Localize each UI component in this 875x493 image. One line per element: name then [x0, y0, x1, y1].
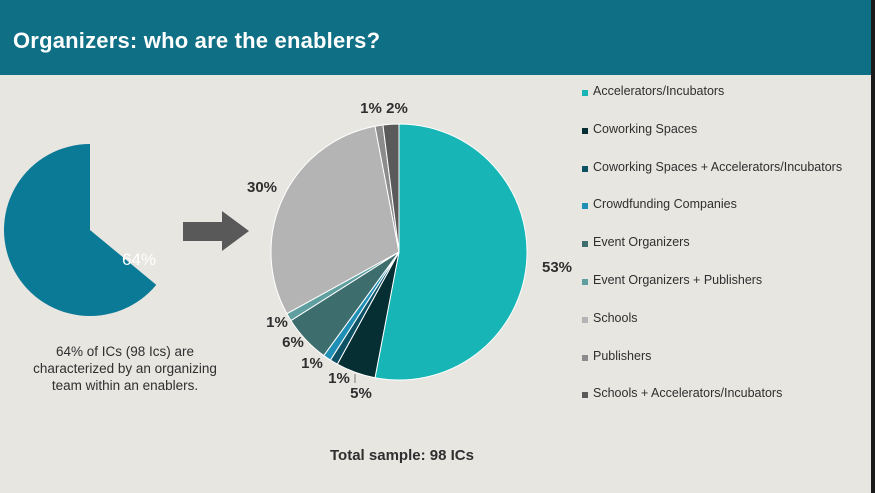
legend-label: Schools [593, 310, 638, 325]
legend-swatch [582, 90, 588, 96]
right-arrow-icon [183, 211, 249, 251]
pie-data-label: 1% [328, 370, 350, 387]
caption-line: characterized by an organizing [33, 361, 217, 376]
caption-line: team within an enablers. [51, 378, 199, 393]
legend-label: Event Organizers + Publishers [593, 273, 763, 287]
pie-slice [374, 123, 528, 381]
legend-swatch [582, 241, 588, 248]
pie-data-label: 30% [247, 179, 277, 196]
total-sample: Total sample: 98 ICs [330, 447, 474, 464]
pie-data-label: 6% [282, 334, 304, 351]
legend-label: Coworking Spaces + Accelerators/Incubato… [593, 159, 843, 174]
legend-swatch [582, 392, 588, 399]
pie-slice [270, 125, 400, 315]
main-pie-labels: 53%5%1%1%6%1%30%1% 2% [247, 100, 572, 402]
caption-line: 64% of ICs (98 Ics) are [55, 344, 195, 359]
legend-swatch [582, 279, 588, 285]
pie-data-label: 1% [301, 355, 323, 372]
legend-label: Crowdfunding Companies [593, 197, 737, 212]
legend-label: Coworking Spaces [593, 121, 698, 136]
left-pie-slice [3, 144, 157, 316]
pie-data-label: 1% [266, 314, 288, 331]
pie-data-label: 5% [350, 385, 372, 402]
slide-title: Organizers: who are the enablers? [13, 28, 381, 53]
legend-swatch [582, 316, 588, 323]
legend-swatch [582, 127, 588, 134]
legend-label: Schools + Accelerators/Incubators [593, 386, 783, 401]
legend-swatch [582, 354, 588, 361]
legend-label: Event Organizers [593, 235, 690, 250]
legend-label: Accelerators/Incubators [593, 84, 725, 98]
left-pie-chart: 64% [3, 144, 157, 316]
legend-swatch [582, 203, 588, 210]
header-bar: Organizers: who are the enablers? [0, 0, 871, 75]
caption: 64% of ICs (98 Ics) are characterized by… [20, 343, 230, 394]
pie-data-label: 1% [360, 100, 382, 117]
pie-data-label: 53% [542, 259, 572, 276]
left-pie-label: 64% [122, 250, 156, 269]
legend-swatch [582, 165, 588, 172]
pie-slice [382, 123, 400, 253]
main-pie-chart [270, 123, 528, 381]
legend-label: Publishers [593, 348, 652, 363]
pie-data-label: 2% [386, 100, 408, 117]
